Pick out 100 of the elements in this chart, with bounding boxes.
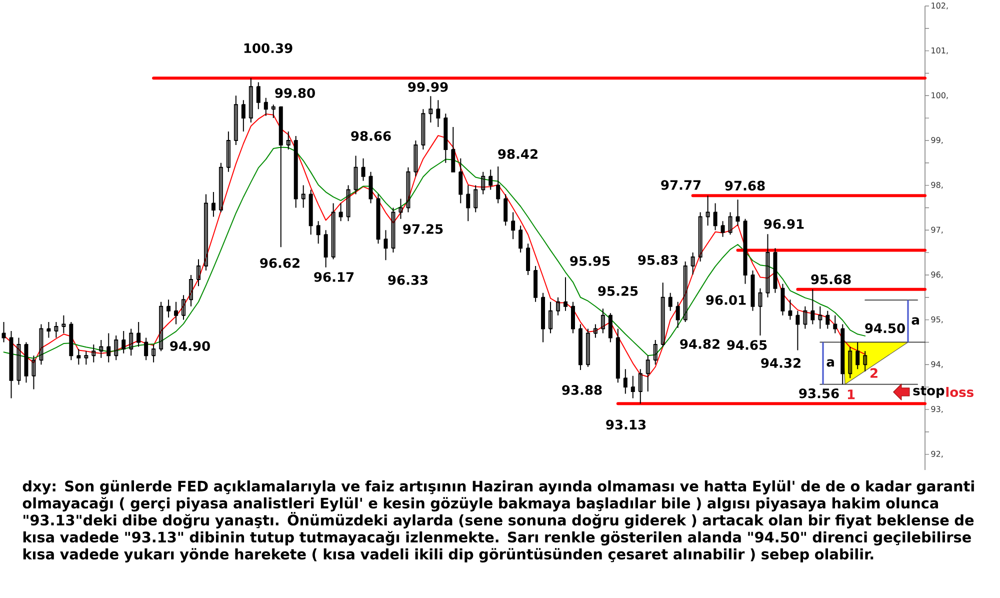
candlestick: [728, 212, 732, 236]
candlestick: [174, 301, 178, 325]
annotation: 2: [870, 368, 878, 378]
candlestick: [92, 344, 96, 363]
candlestick: [271, 104, 276, 119]
candlestick: [534, 266, 538, 302]
annotation: a: [826, 359, 834, 367]
y-tick-label: 96,: [931, 272, 943, 278]
candlestick: [848, 346, 852, 379]
annotation: a: [912, 317, 919, 325]
candlestick: [496, 166, 500, 204]
candlestick: [2, 322, 6, 343]
annotation: 95.95: [570, 256, 610, 266]
candlestick: [144, 337, 148, 361]
candlestick: [421, 108, 426, 150]
annotation: 97.77: [661, 180, 701, 190]
text: loss: [946, 386, 974, 398]
candlestick: [623, 368, 628, 394]
candlestick: [316, 220, 320, 244]
candlestick: [368, 171, 373, 204]
annotation: 97.25: [403, 224, 443, 234]
candlestick: [713, 202, 718, 231]
candlestick: [182, 294, 186, 320]
candlestick: [743, 218, 748, 284]
candlestick: [653, 339, 658, 366]
candlestick: [248, 78, 253, 124]
candlestick: [511, 212, 516, 240]
candlestick: [863, 350, 868, 372]
candlestick: [706, 195, 710, 226]
candlestick: [780, 283, 785, 316]
y-tick-label: 95,: [931, 316, 943, 324]
candlestick: [833, 314, 838, 334]
candlestick: [234, 95, 238, 146]
annotation: 95.83: [638, 255, 678, 265]
candlestick: [406, 166, 410, 213]
candlestick: [810, 288, 815, 325]
y-tick-label: 92,: [931, 450, 943, 458]
y-tick-label: 94,: [931, 361, 943, 368]
annotation: 96.91: [764, 219, 804, 229]
annotation: 100.39: [244, 43, 292, 54]
candlestick: [630, 375, 635, 399]
annotation: 94.90: [170, 341, 210, 351]
annotation: 96.01: [706, 295, 746, 305]
annotation: 94.65: [727, 340, 767, 350]
candlestick: [84, 350, 88, 366]
candlestick: [122, 330, 126, 354]
candlestick: [600, 308, 605, 334]
candlestick: [136, 322, 141, 348]
candlestick: [428, 96, 433, 124]
candlestick: [766, 234, 770, 298]
candlestick: [826, 310, 830, 330]
annotation: 93.56: [799, 388, 839, 398]
annotation: 99.99: [408, 82, 448, 92]
candlestick: [840, 324, 845, 385]
candlestick: [76, 348, 81, 366]
candlestick: [414, 140, 418, 177]
candlestick: [218, 162, 223, 213]
y-tick-label: 93,: [931, 406, 943, 413]
candlestick: [504, 194, 508, 226]
annotation: 98.66: [351, 131, 391, 141]
candlestick: [548, 301, 553, 334]
annotation: stop: [913, 386, 944, 398]
annotation: 94.32: [761, 358, 800, 368]
y-tick-label: 102,: [932, 2, 948, 10]
annotation: 95.25: [598, 286, 638, 296]
candlestick: [114, 334, 118, 361]
annotation: 96.33: [388, 275, 428, 285]
candlestick: [129, 328, 134, 356]
candlestick: [796, 310, 800, 351]
candlestick: [481, 171, 486, 195]
candlestick: [39, 324, 44, 366]
candlestick: [556, 296, 560, 316]
y-tick-label: 101,: [932, 47, 948, 54]
candlestick: [226, 131, 230, 172]
candlestick: [24, 342, 28, 384]
candlestick: [384, 230, 388, 261]
candlestick: [593, 324, 598, 338]
annotation: 98.42: [498, 149, 538, 159]
candlestick: [69, 322, 74, 361]
annotation: 96.62: [260, 258, 300, 268]
candlestick: [62, 314, 66, 334]
candlestick: [106, 332, 111, 363]
annotation: 93.88: [562, 385, 602, 395]
candlestick: [264, 97, 268, 116]
y-tick-label: 97,: [931, 226, 943, 234]
annotation: 96.17: [314, 272, 354, 282]
candlestick: [458, 158, 463, 204]
candlestick: [152, 344, 156, 363]
candlestick: [474, 184, 478, 213]
candlestick: [758, 288, 762, 336]
candlestick: [788, 299, 792, 320]
annotation: 97.68: [725, 180, 765, 191]
candlestick: [646, 355, 650, 392]
candlestick: [346, 184, 350, 222]
text: dxy: Son günlerde FED açıklamalarıyla ve faiz artışının Haziran ayında olmaması ve hatta Eylül' de de o kadar garanti olmayacağı ( gerçi piyasa analistleri Eylül' e kesin gözüyle bakmaya başladılar bile ) algısı piyasaya hakim olunca "93.13"deki dibe doğru yanaştı. Önümüzdeki aylarda (sene sonuna doğru giderek ) artacak olan bir fiyat beklense de kısa vadede "93.13" dibinin tutup tutmayacağı izlenmekte. Sarı renkle gösterilen alanda "94.50" direnci geçilebilirse kısa vadede yukarı yönde harekete ( kısa vadeli ikili dip görüntüsünden çesaret alınabilir ) sebep olabilir.: [22, 480, 974, 562]
y-tick-label: 99,: [931, 137, 943, 144]
candlestick: [856, 342, 860, 370]
candlestick: [750, 270, 755, 312]
candlestick: [166, 299, 171, 318]
candlestick: [324, 230, 328, 268]
